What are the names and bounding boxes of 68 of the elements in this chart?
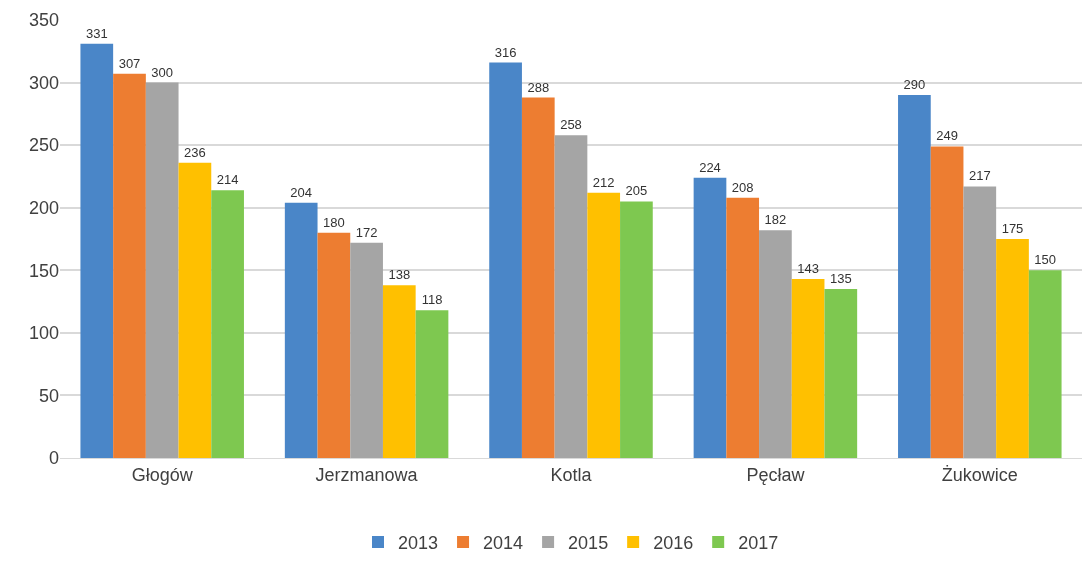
data-label: 118 (421, 292, 443, 308)
y-tick-label: 0 (48, 448, 59, 469)
bar (113, 73, 146, 458)
legend-label: 2016 (653, 532, 694, 553)
data-label: 224 (699, 159, 721, 175)
data-label: 182 (764, 212, 787, 228)
data-label: 300 (151, 64, 174, 80)
data-label: 175 (1001, 221, 1024, 236)
bar (759, 230, 792, 458)
bar (415, 310, 449, 458)
y-tick-label: 100 (28, 323, 59, 344)
x-tick-label: Kotla (550, 464, 593, 485)
y-tick-label: 50 (38, 385, 59, 406)
bar (145, 82, 179, 458)
legend-label: 2013 (398, 532, 439, 553)
data-label: 331 (85, 25, 108, 41)
bar (587, 192, 621, 458)
data-label: 208 (731, 179, 754, 195)
data-label: 288 (527, 79, 550, 95)
y-tick-label: 250 (28, 135, 59, 156)
bar (489, 62, 522, 458)
bar (726, 197, 760, 458)
bar (693, 177, 727, 458)
data-label: 249 (936, 128, 958, 144)
bar (824, 289, 858, 458)
data-label: 180 (323, 214, 345, 230)
bar (211, 190, 244, 458)
bar (791, 279, 825, 458)
data-label: 258 (560, 117, 582, 133)
y-tick-label: 200 (28, 198, 59, 219)
y-tick-label: 350 (28, 10, 59, 31)
bar (80, 43, 114, 458)
bar (521, 97, 555, 458)
data-label: 214 (216, 172, 239, 188)
x-tick-label: Jerzmanowa (315, 464, 419, 485)
x-tick-label: Żukowice (941, 464, 1018, 485)
legend-label: 2015 (568, 532, 609, 553)
bar (284, 202, 318, 458)
bar (317, 232, 351, 458)
bar (996, 239, 1029, 458)
data-label: 143 (797, 261, 819, 277)
x-tick-label: Pęcław (746, 464, 806, 485)
data-label: 172 (355, 224, 378, 240)
bar (178, 162, 212, 458)
data-label: 204 (290, 184, 313, 200)
bar (620, 201, 653, 458)
data-label: 217 (968, 168, 991, 184)
data-label: 150 (1034, 252, 1057, 268)
data-label: 236 (184, 144, 206, 160)
bar (382, 285, 416, 458)
data-label: 212 (592, 174, 615, 190)
bar (963, 186, 997, 458)
bar (898, 95, 931, 458)
legend-label: 2014 (483, 532, 524, 553)
data-label: 290 (903, 77, 926, 93)
bar (930, 146, 964, 458)
data-label: 205 (625, 183, 648, 199)
data-label: 135 (829, 271, 852, 287)
bar (1028, 270, 1062, 458)
x-tick-label: Głogów (131, 464, 194, 485)
data-label: 138 (388, 267, 411, 283)
y-tick-label: 150 (28, 260, 59, 281)
y-tick-label: 300 (28, 72, 59, 93)
bar (350, 242, 383, 458)
data-label: 316 (494, 44, 517, 60)
data-label: 307 (118, 55, 141, 71)
legend-label: 2017 (738, 532, 779, 553)
bar (554, 135, 588, 458)
